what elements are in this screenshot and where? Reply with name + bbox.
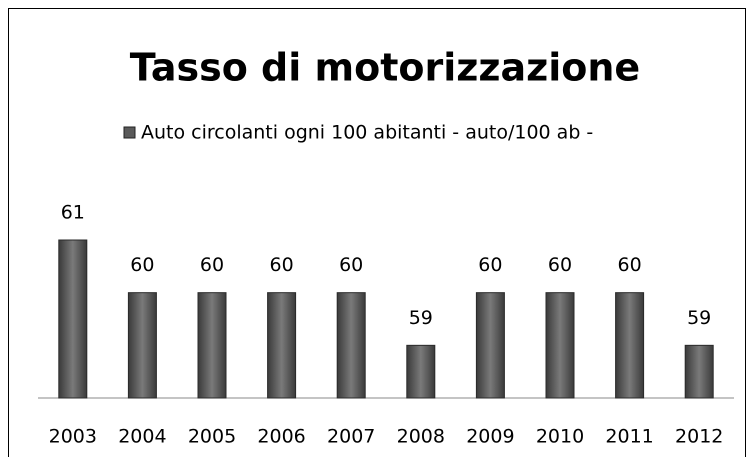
data-label: 60 <box>270 254 294 276</box>
data-label: 59 <box>409 307 433 329</box>
bar <box>58 239 88 399</box>
x-tick-label: 2005 <box>188 426 236 448</box>
x-tick-label: 2008 <box>397 426 445 448</box>
bar <box>197 292 227 399</box>
x-tick-label: 2006 <box>257 426 305 448</box>
x-tick-label: 2009 <box>466 426 514 448</box>
x-tick-label: 2011 <box>605 426 653 448</box>
data-label: 60 <box>200 254 224 276</box>
bar <box>127 292 157 399</box>
x-tick-label: 2004 <box>118 426 166 448</box>
x-tick-label: 2007 <box>327 426 375 448</box>
bar <box>615 292 645 399</box>
bar <box>475 292 505 399</box>
data-label: 60 <box>618 254 642 276</box>
x-tick-label: 2003 <box>49 426 97 448</box>
data-label: 60 <box>548 254 572 276</box>
data-label: 59 <box>687 307 711 329</box>
chart-title: Tasso di motorizzazione <box>130 46 640 90</box>
bar <box>684 344 714 399</box>
legend-swatch <box>123 126 136 139</box>
legend-label: Auto circolanti ogni 100 abitanti - auto… <box>141 122 593 144</box>
x-tick-label: 2010 <box>536 426 584 448</box>
data-label: 60 <box>130 254 154 276</box>
x-tick-label: 2012 <box>675 426 723 448</box>
bar <box>545 292 575 399</box>
data-label: 61 <box>61 202 85 224</box>
bar <box>336 292 366 399</box>
data-label: 60 <box>478 254 502 276</box>
data-label: 60 <box>339 254 363 276</box>
bar <box>267 292 297 399</box>
bar <box>406 344 436 399</box>
